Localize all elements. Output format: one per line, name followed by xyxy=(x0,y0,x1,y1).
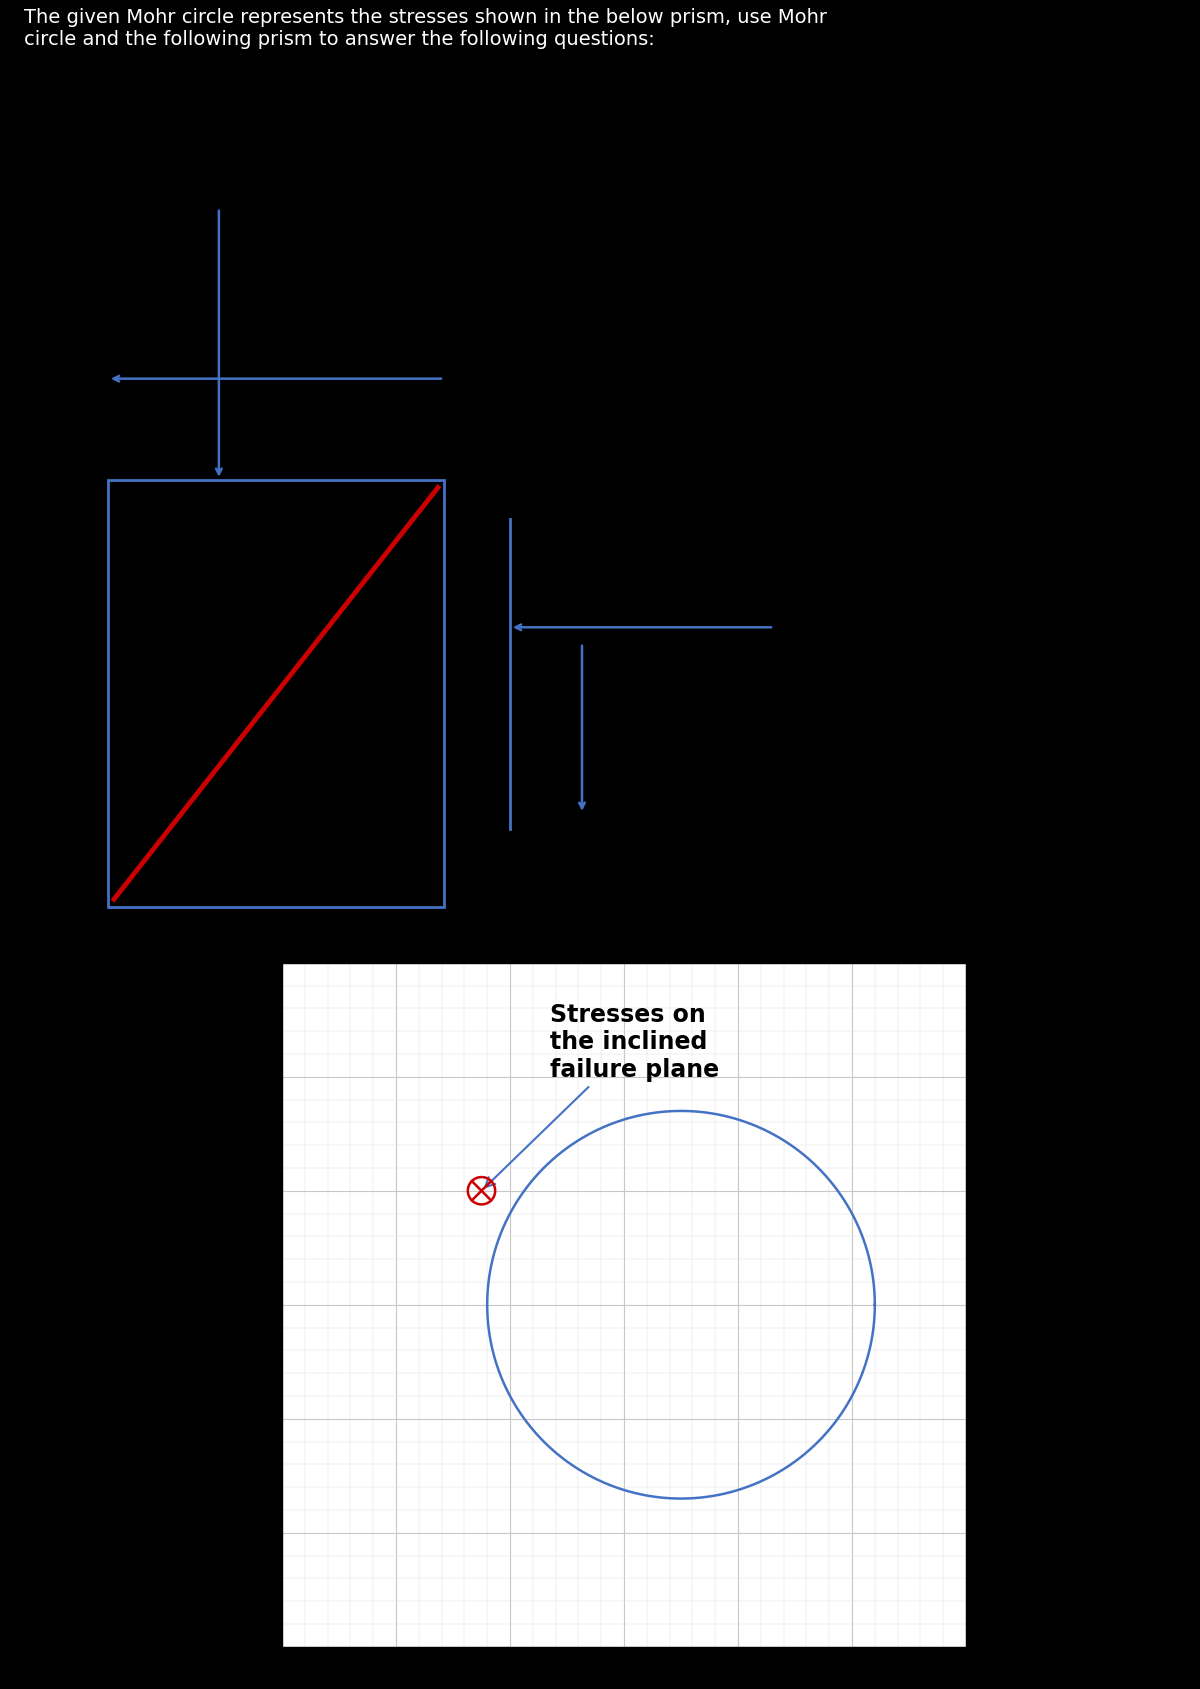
X-axis label: σ [kPa]: σ [kPa] xyxy=(590,1684,658,1689)
Y-axis label: τ [kPa]: τ [kPa] xyxy=(196,1272,214,1338)
Text: The given Mohr circle represents the stresses shown in the below prism, use Mohr: The given Mohr circle represents the str… xyxy=(24,8,827,49)
Text: Stresses on
the inclined
failure plane: Stresses on the inclined failure plane xyxy=(485,1003,719,1187)
Bar xyxy=(108,480,444,907)
